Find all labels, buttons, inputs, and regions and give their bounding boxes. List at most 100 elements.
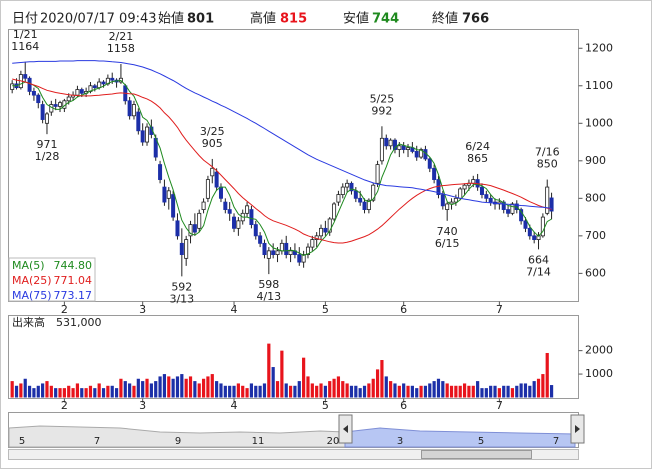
volume-bar: [267, 343, 271, 398]
volume-bar: [519, 383, 523, 398]
candle-body: [297, 254, 302, 263]
candle-body: [336, 194, 341, 203]
volume-bar: [384, 376, 388, 398]
volume-bar: [84, 388, 88, 398]
candle-body: [236, 220, 241, 229]
header-value: 801: [187, 12, 214, 27]
volume-bar: [528, 385, 532, 398]
candle-body: [371, 184, 376, 201]
volume-bar: [32, 388, 36, 398]
annotation-date: 6/24: [465, 140, 490, 153]
navigator-label: 9: [175, 436, 181, 447]
volume-bar: [549, 385, 554, 398]
volume-bar: [167, 376, 171, 398]
volume-bar: [471, 385, 475, 398]
volume-bar: [236, 383, 240, 398]
candle-body: [27, 77, 32, 92]
volume-bar: [497, 388, 501, 398]
volume-bar: [14, 385, 19, 398]
scrollbar-track[interactable]: [8, 449, 579, 460]
candle-body: [245, 205, 250, 214]
candle-body: [349, 182, 354, 192]
volume-bar: [149, 383, 153, 398]
volume-bar: [484, 388, 488, 398]
volume-bar: [436, 378, 441, 398]
header-value: 744: [372, 12, 399, 27]
annotation-price: 865: [467, 152, 488, 165]
candle-body: [362, 201, 367, 210]
volume-bar: [358, 388, 362, 398]
annotation-price: 1164: [11, 40, 39, 53]
annotation-price: 664: [528, 253, 549, 266]
candle-body: [440, 194, 445, 207]
volume-bar: [141, 381, 145, 398]
y-tick-label: 1000: [585, 116, 613, 129]
volume-bar: [523, 383, 528, 398]
x-tick-label: 2: [61, 303, 68, 316]
candle-body: [479, 186, 484, 195]
volume-bar: [545, 352, 549, 398]
header-label: 始値: [158, 11, 184, 27]
volume-bar: [428, 383, 432, 398]
volume-bar: [280, 350, 284, 398]
candle-body: [545, 186, 550, 214]
x-tick-label: 3: [139, 399, 146, 412]
candle-body: [192, 224, 197, 233]
volume-plot: 1000 2000 2 3 4 5 6 7: [10, 343, 613, 412]
candle-body: [75, 89, 80, 96]
legend-value: 773.17: [54, 289, 93, 302]
header-value: 815: [280, 12, 307, 27]
x-tick-label: 3: [139, 303, 146, 316]
volume-bar: [58, 388, 62, 398]
volume-bar: [249, 383, 254, 398]
volume-bar: [541, 374, 545, 398]
volume-bar: [101, 388, 106, 398]
candle-body: [345, 182, 350, 188]
candle-body: [453, 197, 458, 203]
volume-bar: [502, 385, 506, 398]
volume-bar: [476, 381, 480, 398]
candle-body: [327, 218, 332, 233]
scrollbar-thumb[interactable]: [421, 450, 532, 459]
candle-body: [214, 171, 219, 188]
candle-body: [92, 85, 97, 89]
x-tick-label: 6: [400, 303, 407, 316]
candle-body: [162, 186, 167, 203]
y-tick-label: 700: [585, 229, 606, 242]
volume-bar: [201, 378, 206, 398]
navigator-label: 5: [19, 436, 25, 447]
candle-body: [488, 197, 493, 203]
volume-bar: [184, 378, 188, 398]
annotation-price: 592: [171, 280, 192, 293]
annotation-date: 3/25: [200, 125, 225, 138]
handle-arrow: [575, 425, 580, 433]
annotation-price: 1158: [107, 42, 135, 55]
volume-bar: [354, 385, 358, 398]
volume-bar: [93, 388, 97, 398]
volume-bar: [154, 381, 158, 398]
candle-body: [66, 96, 71, 102]
volume-bar: [532, 381, 536, 398]
volume-bar: [27, 385, 32, 398]
candle-body: [305, 246, 310, 256]
navigator-label: 7: [94, 436, 100, 447]
candle-body: [205, 179, 210, 199]
volume-bar: [75, 383, 80, 398]
candle-body: [218, 186, 223, 199]
candle-body: [210, 167, 215, 177]
candle-body: [471, 179, 476, 184]
volume-bar: [106, 385, 110, 398]
volume-bar: [114, 388, 119, 398]
x-tick-label: 7: [496, 399, 503, 412]
volume-bar: [197, 383, 201, 398]
annotation-date: 5/25: [370, 92, 395, 105]
volume-bar: [228, 385, 232, 398]
candle-body: [353, 190, 358, 199]
x-tick-label: 7: [496, 303, 503, 316]
candle-body: [101, 81, 106, 85]
candle-body: [110, 77, 115, 81]
volume-current: 531,000: [56, 316, 102, 329]
navigator-label: 11: [252, 436, 265, 447]
